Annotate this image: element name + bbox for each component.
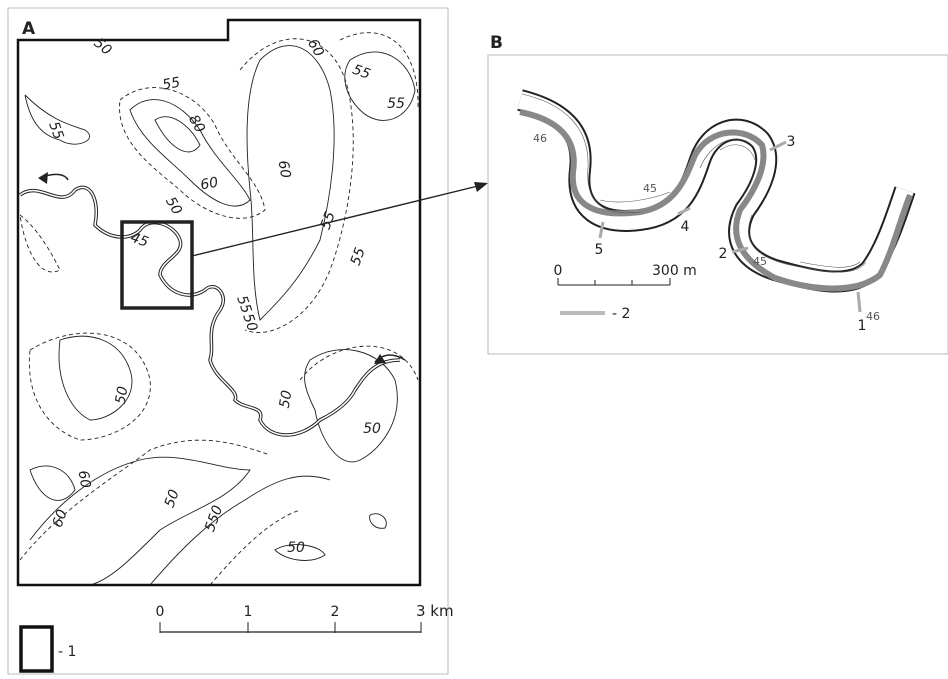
map-boundary	[18, 20, 420, 585]
scale-tick-label: 0	[156, 604, 165, 620]
scale-tick-label: 1	[244, 604, 253, 620]
section-label: 2	[719, 246, 728, 262]
section-label: 3	[787, 134, 796, 150]
arrow-head	[474, 182, 488, 192]
legend-label: - 2	[612, 306, 630, 322]
contour-label: 50	[162, 487, 183, 509]
contour-label: 60	[50, 507, 71, 529]
contour-labels: 5055555560806060455055555055505050605055…	[45, 35, 405, 556]
scale-tick-label: 0	[554, 263, 563, 279]
section-label: 5	[595, 242, 604, 258]
contour-label: 55	[318, 209, 339, 231]
scale-bar	[160, 622, 421, 633]
scale-tick-label: 300 m	[652, 263, 697, 279]
panel-a-frame	[8, 8, 448, 674]
contour-label: 50	[287, 540, 305, 556]
depth-label: 46	[866, 310, 880, 323]
depth-label: 45	[753, 255, 767, 268]
river	[20, 172, 405, 435]
contour-label: 60	[199, 175, 219, 194]
scale-tick-label: 3 km	[416, 602, 454, 620]
contour-label: 50	[239, 312, 260, 334]
depth-label: 46	[533, 132, 547, 145]
panel-label: B	[490, 33, 503, 53]
panel-label: A	[22, 19, 36, 39]
contour-label: 55	[387, 96, 405, 112]
scale-bar	[558, 278, 670, 285]
contour-label: 50	[363, 421, 381, 437]
contour-label: 50	[162, 194, 185, 218]
legend-symbol	[21, 627, 52, 671]
section-label: 4	[681, 219, 690, 235]
river-bathymetry	[520, 94, 910, 289]
contour-label: 50	[113, 385, 132, 405]
contour-label: 45	[128, 230, 150, 251]
contour-label: 550	[202, 503, 226, 534]
contour-label: 55	[161, 75, 181, 94]
contour-label: 50	[277, 389, 296, 409]
contour-label: 60	[304, 36, 327, 60]
depth-label: 45	[643, 182, 657, 195]
contour-label: 55	[348, 245, 369, 267]
figure: A 50555555608060604550555550555050506050…	[0, 0, 948, 675]
contour-label: 60	[275, 159, 294, 179]
section-label: 1	[858, 318, 867, 334]
legend-label: - 1	[58, 644, 76, 660]
contour-label: 50	[91, 35, 115, 59]
contour-label: 55	[45, 120, 66, 142]
contour-label: 60	[75, 469, 94, 489]
contour-label: 55	[350, 62, 372, 83]
scale-tick-label: 2	[331, 604, 340, 620]
